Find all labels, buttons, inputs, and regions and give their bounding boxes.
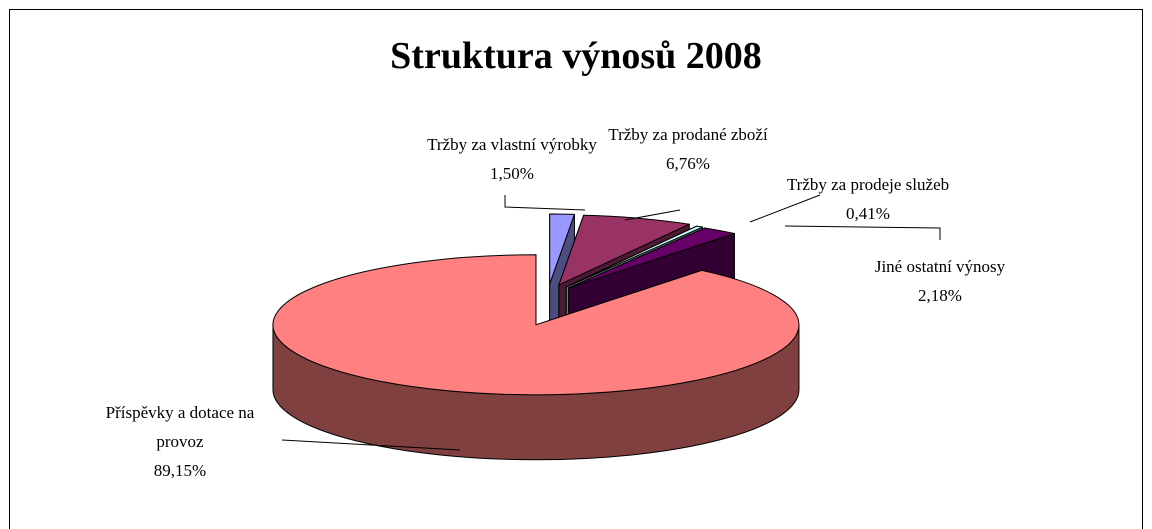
- slice-category-label: Jiné ostatní výnosy: [874, 257, 1006, 276]
- leader-line: [281, 439, 461, 451]
- pie-slice: [565, 225, 704, 288]
- slice-category-label: Příspěvky a dotace na provoz: [105, 403, 255, 451]
- leader-line: [624, 209, 681, 221]
- slice-category-label: Tržby za prodané zboží: [608, 125, 768, 144]
- chart-frame: [9, 9, 1143, 529]
- slice-label: Jiné ostatní výnosy 2,18%: [875, 252, 1005, 310]
- pie-slice: [272, 254, 800, 396]
- slice-label: Tržby za vlastní výrobky 1,50%: [427, 130, 597, 188]
- pie-slice: [549, 213, 575, 285]
- pie-slice: [568, 227, 735, 289]
- leader-line: [749, 194, 821, 223]
- slice-category-label: Tržby za vlastní výrobky: [427, 135, 597, 154]
- slice-value-label: 2,18%: [918, 286, 962, 305]
- slice-label: Tržby za prodané zboží 6,76%: [608, 120, 767, 178]
- slice-category-label: Tržby za prodeje služeb: [786, 175, 950, 194]
- pie-slice: [558, 214, 690, 286]
- slice-value-label: 89,15%: [153, 461, 207, 480]
- slice-label: Příspěvky a dotace na provoz 89,15%: [95, 398, 265, 485]
- slice-value-label: 0,41%: [846, 204, 890, 223]
- slice-value-label: 1,50%: [490, 164, 534, 183]
- chart-title: Struktura výnosů 2008: [390, 35, 762, 77]
- leader-line: [784, 225, 941, 240]
- leader-line: [504, 195, 586, 211]
- slice-value-label: 6,76%: [666, 154, 710, 173]
- slice-label: Tržby za prodeje služeb 0,41%: [787, 170, 949, 228]
